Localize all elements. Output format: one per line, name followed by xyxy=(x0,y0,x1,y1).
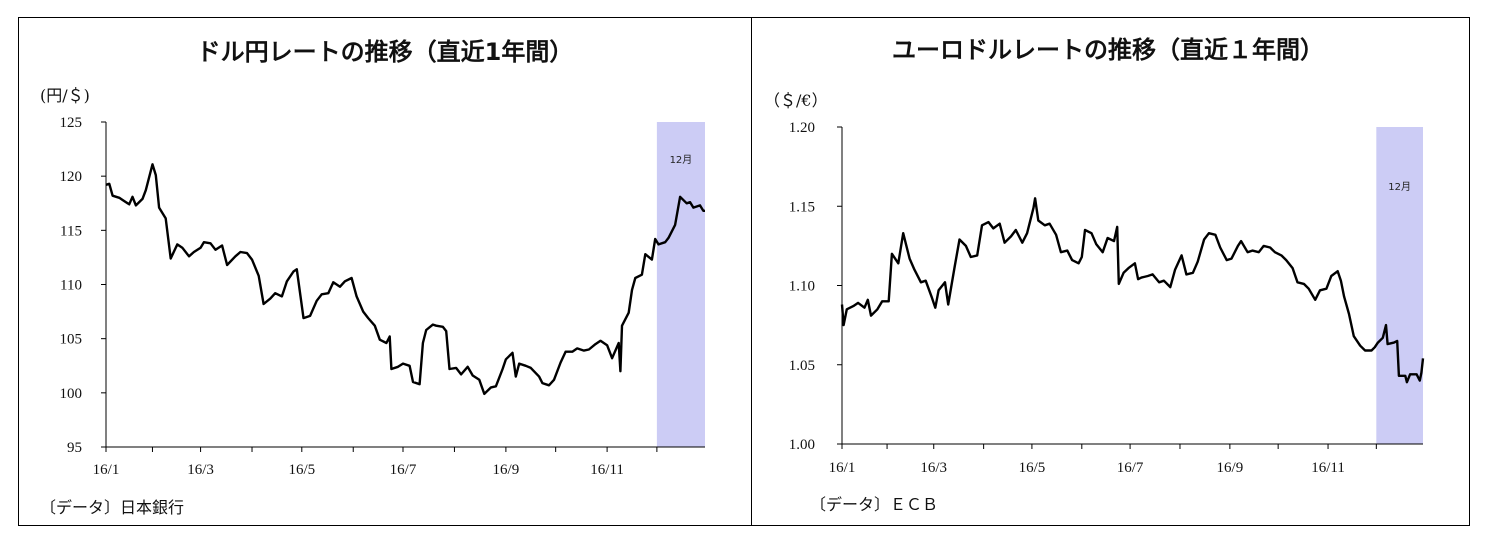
y-tick-label: 1.20 xyxy=(789,120,815,136)
series-line xyxy=(840,197,1425,384)
x-tick-label: 16/7 xyxy=(390,462,417,478)
y-tick-label: 110 xyxy=(60,278,82,294)
y-tick-label: 1.10 xyxy=(789,279,815,295)
x-tick-label: 16/1 xyxy=(93,462,120,478)
series-line xyxy=(105,163,705,396)
figure-frame xyxy=(18,17,1470,526)
panel-divider xyxy=(751,17,752,526)
chart-title: ユーロドルレートの推移（直近１年間） xyxy=(892,36,1324,64)
december-shaded-band xyxy=(656,122,705,447)
x-tick-label: 16/3 xyxy=(920,460,947,476)
x-tick-label: 16/9 xyxy=(1217,460,1244,476)
x-tick-label: 16/11 xyxy=(590,462,624,478)
december-band-label: 12月 xyxy=(1388,181,1411,193)
y-tick-label: 115 xyxy=(60,223,82,239)
x-tick-label: 16/3 xyxy=(187,462,214,478)
y-tick-label: 100 xyxy=(60,386,83,402)
data-source: 〔データ〕日本銀行 xyxy=(40,498,184,517)
x-tick-label: 16/9 xyxy=(493,462,520,478)
y-axis-unit: （＄/€） xyxy=(764,91,828,110)
y-tick-label: 1.05 xyxy=(789,358,815,374)
data-source: 〔データ〕ＥＣＢ xyxy=(810,495,938,514)
x-tick-label: 16/1 xyxy=(829,460,856,476)
y-tick-label: 105 xyxy=(60,332,83,348)
chart-title: ドル円レートの推移（直近1年間） xyxy=(197,38,574,66)
y-tick-label: 120 xyxy=(60,169,83,185)
y-tick-label: 95 xyxy=(67,440,82,456)
x-tick-label: 16/5 xyxy=(288,462,315,478)
december-shaded-band xyxy=(1376,127,1423,444)
y-tick-label: 125 xyxy=(60,115,83,131)
december-band-label: 12月 xyxy=(670,154,693,166)
y-axis-unit: (円/＄) xyxy=(40,86,90,105)
y-tick-label: 1.00 xyxy=(789,437,815,453)
x-tick-label: 16/7 xyxy=(1117,460,1144,476)
x-tick-label: 16/11 xyxy=(1311,460,1345,476)
y-tick-label: 1.15 xyxy=(789,199,815,215)
x-tick-label: 16/5 xyxy=(1019,460,1046,476)
